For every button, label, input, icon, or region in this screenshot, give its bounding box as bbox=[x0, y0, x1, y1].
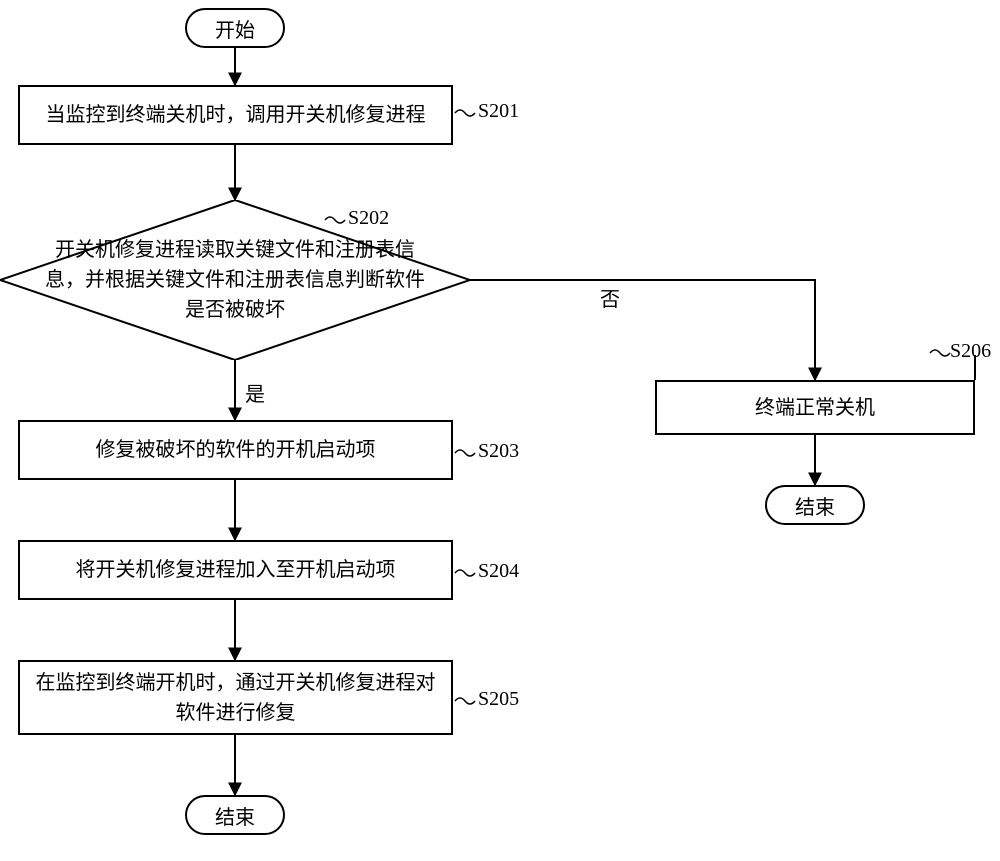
step-label-s202: S202 bbox=[348, 207, 389, 230]
s204-text: 将开关机修复进程加入至开机启动项 bbox=[76, 555, 396, 585]
s201-text: 当监控到终端关机时，调用开关机修复进程 bbox=[46, 100, 426, 130]
end-node-1: 结束 bbox=[185, 795, 285, 835]
s206-text: 终端正常关机 bbox=[755, 393, 875, 423]
end2-label: 结束 bbox=[795, 491, 835, 520]
start-node: 开始 bbox=[185, 8, 285, 48]
process-s201: 当监控到终端关机时，调用开关机修复进程 bbox=[18, 85, 453, 145]
end1-label: 结束 bbox=[215, 801, 255, 830]
s205-text: 在监控到终端开机时，通过开关机修复进程对软件进行修复 bbox=[28, 668, 443, 728]
s203-text: 修复被破坏的软件的开机启动项 bbox=[96, 435, 376, 465]
step-label-s203: S203 bbox=[478, 440, 519, 463]
end-node-2: 结束 bbox=[765, 485, 865, 525]
flowchart-canvas: 开始 结束 结束 当监控到终端关机时，调用开关机修复进程 修复被破坏的软件的开机… bbox=[0, 0, 1000, 861]
process-s203: 修复被破坏的软件的开机启动项 bbox=[18, 420, 453, 480]
edge-label-no: 否 bbox=[600, 283, 620, 312]
step-label-s204: S204 bbox=[478, 560, 519, 583]
process-s205: 在监控到终端开机时，通过开关机修复进程对软件进行修复 bbox=[18, 660, 453, 735]
step-label-s201: S201 bbox=[478, 100, 519, 123]
s202-text: 开关机修复进程读取关键文件和注册表信息，并根据关键文件和注册表信息判断软件是否被… bbox=[40, 235, 430, 325]
step-label-s205: S205 bbox=[478, 688, 519, 711]
start-label: 开始 bbox=[215, 14, 255, 43]
process-s204: 将开关机修复进程加入至开机启动项 bbox=[18, 540, 453, 600]
decision-s202: 开关机修复进程读取关键文件和注册表信息，并根据关键文件和注册表信息判断软件是否被… bbox=[0, 200, 470, 360]
process-s206: 终端正常关机 bbox=[655, 380, 975, 435]
edge-label-yes: 是 bbox=[245, 378, 265, 407]
step-label-s206: S206 bbox=[950, 340, 991, 363]
